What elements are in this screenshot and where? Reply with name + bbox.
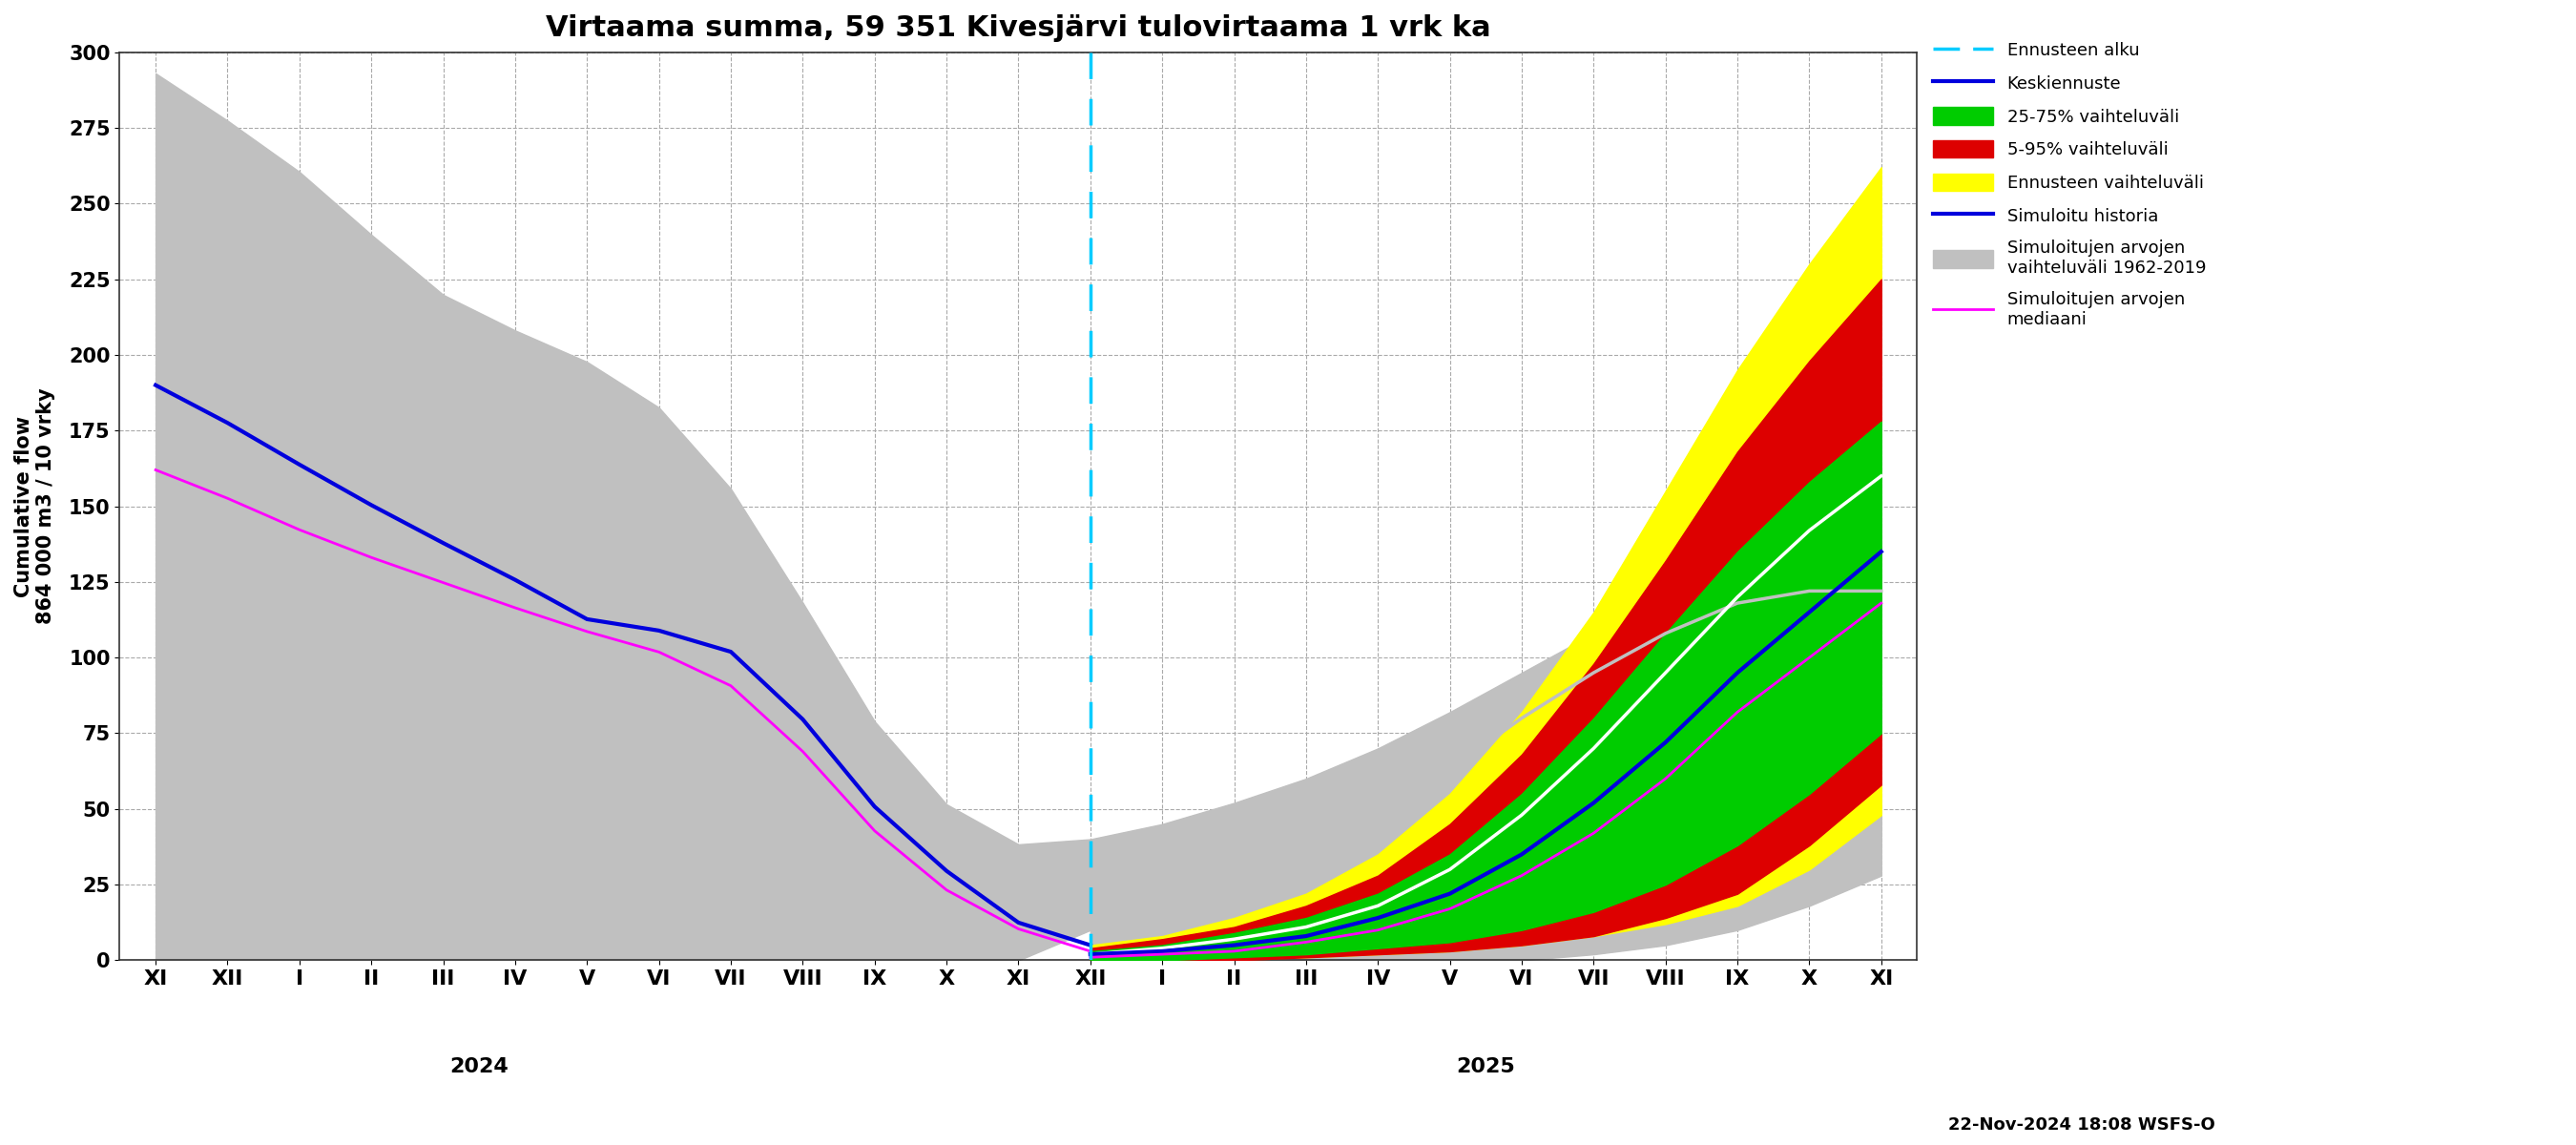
Title: Virtaama summa, 59 351 Kivesjärvi tulovirtaama 1 vrk ka: Virtaama summa, 59 351 Kivesjärvi tulovi… — [546, 14, 1492, 42]
Text: 2025: 2025 — [1455, 1057, 1515, 1076]
Legend: Ennusteen alku, Keskiennuste, 25-75% vaihteluväli, 5-95% vaihteluväli, Ennusteen: Ennusteen alku, Keskiennuste, 25-75% vai… — [1927, 34, 2213, 335]
Text: 22-Nov-2024 18:08 WSFS-O: 22-Nov-2024 18:08 WSFS-O — [1947, 1116, 2215, 1134]
Y-axis label: Cumulative flow
864 000 m3 / 10 vrky: Cumulative flow 864 000 m3 / 10 vrky — [15, 388, 57, 624]
Text: 2024: 2024 — [451, 1057, 507, 1076]
